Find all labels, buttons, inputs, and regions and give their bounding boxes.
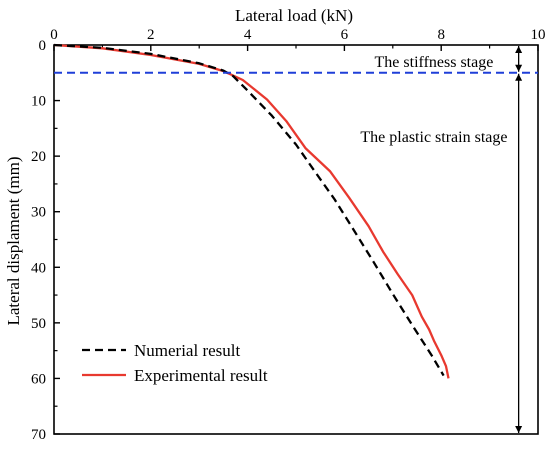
y-tick-label: 50 [31,316,46,332]
y-tick-label: 70 [31,427,46,443]
plot-border [53,44,539,435]
series-layer [53,43,450,379]
legend: Numerial result Experimental result [82,341,268,385]
x-tick-label: 0 [50,27,58,43]
x-tick-label: 4 [244,27,252,43]
legend-label: Experimental result [134,366,268,385]
experimental-result-line [53,43,450,379]
plot-area [53,44,539,435]
stage-label: The stiffness stage [375,54,494,71]
y-tick-label: 10 [31,94,46,110]
x-axis: 0 2 4 6 8 10 [50,27,546,51]
arrow-head-icon [515,46,523,53]
x-tick-label: 10 [531,27,546,43]
arrow-head-icon [515,73,523,81]
y-tick-label: 20 [31,149,46,165]
numerical-result-line [53,43,445,377]
arrow-head-icon [515,64,523,72]
annotations: The stiffness stage The plastic strain st… [54,46,538,433]
x-tick-label: 6 [341,27,349,43]
y-tick-label: 0 [39,38,47,54]
legend-label: Numerial result [134,341,240,360]
y-tick-label: 60 [31,371,46,387]
x-tick-label: 2 [147,27,155,43]
arrow-head-icon [515,426,523,433]
x-axis-title: Lateral load (kN) [235,6,353,25]
x-tick-label: 8 [437,27,445,43]
y-axis: 0 10 20 30 40 50 60 70 [31,38,60,443]
y-tick-label: 40 [31,260,46,276]
y-tick-label: 30 [31,205,46,221]
stage-label: The plastic strain stage [360,129,507,146]
y-axis-title: Lateral displament (mm) [4,157,23,326]
